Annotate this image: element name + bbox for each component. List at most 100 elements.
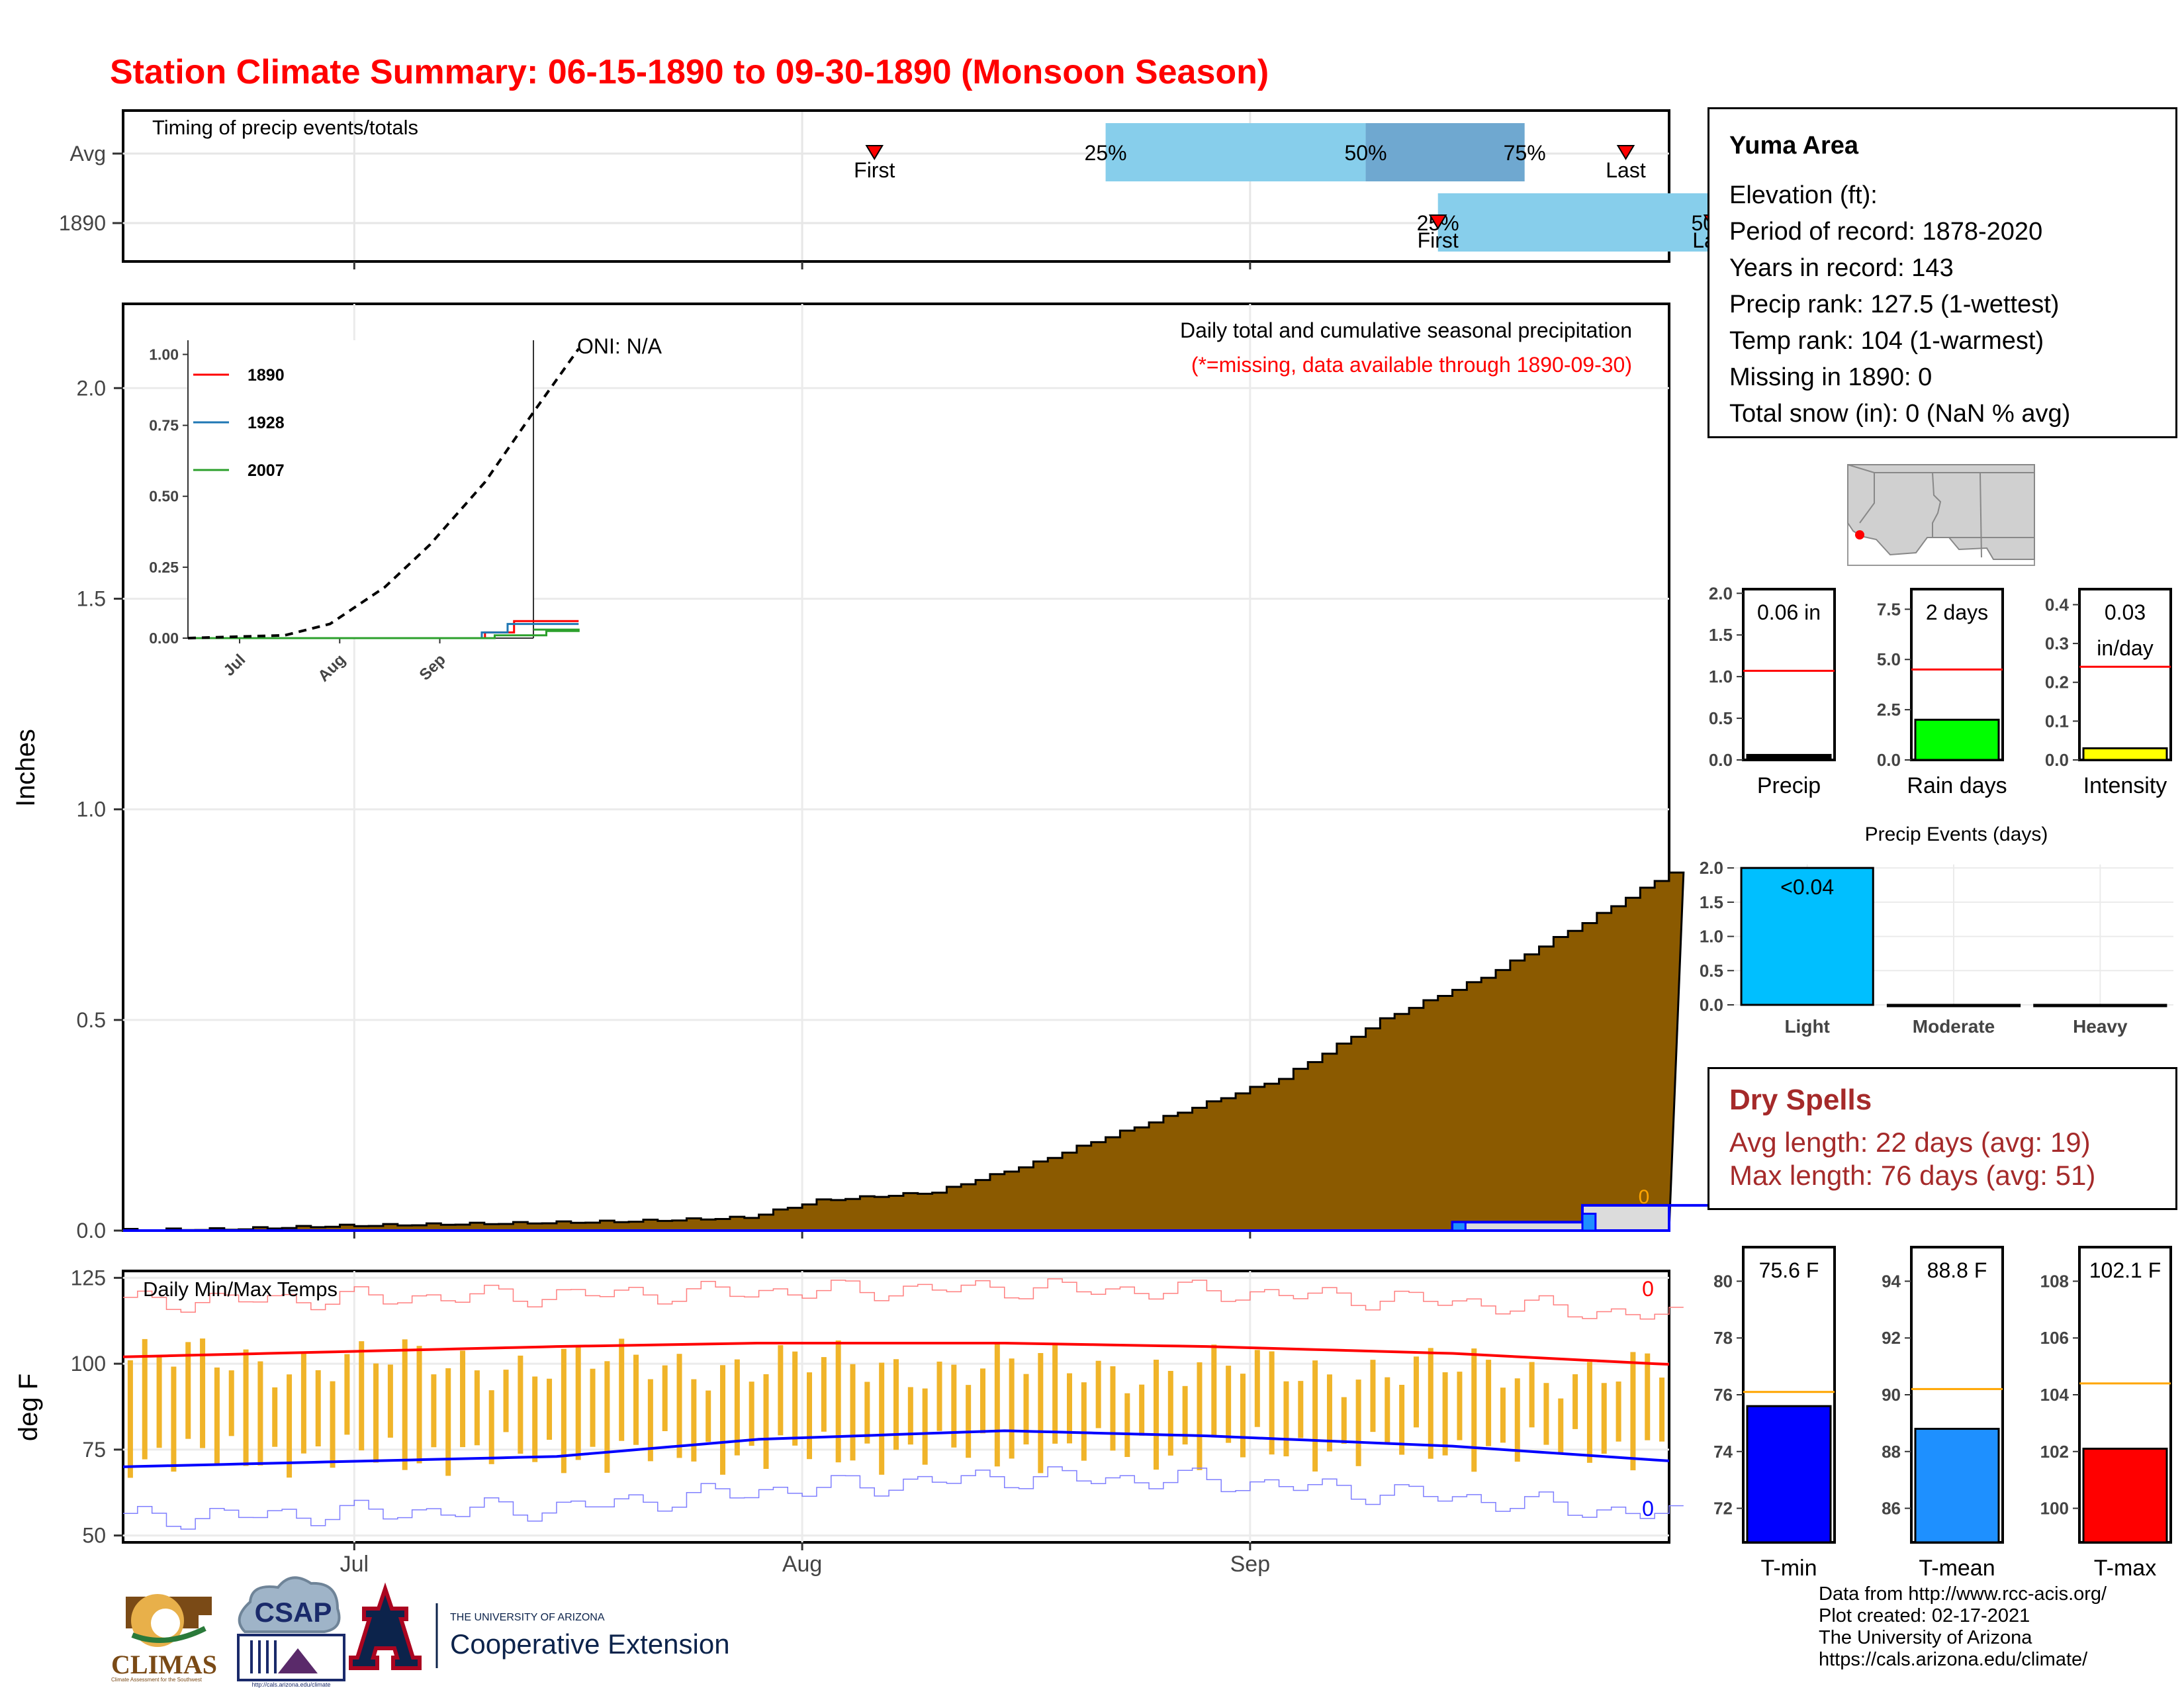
precip-ylabel: Inches (11, 729, 40, 807)
daily-temp-range-bar (1197, 1362, 1203, 1470)
avg-first-label: First (854, 158, 895, 182)
daily-temp-range-bar (142, 1338, 148, 1460)
rain-days-chart: 0.0 2.5 5.0 7.5 2 days Rain days (1877, 588, 2007, 798)
daily-temp-range-bar (474, 1370, 480, 1446)
daily-temp-range-bar (1601, 1383, 1607, 1454)
daily-temp-range-bar (402, 1339, 408, 1470)
daily-temp-range-bar (1442, 1372, 1448, 1456)
precip-panel-subtitle: (*=missing, data available through 1890-… (1191, 353, 1632, 377)
daily-temp-range-bar (1645, 1353, 1651, 1440)
tmax-chart-value-label: 102.1 F (2089, 1258, 2161, 1282)
inset-ytick-label: 0.25 (149, 559, 179, 576)
y1890-q25-q50-bar (1437, 193, 1713, 252)
daily-temp-range-bar (1226, 1366, 1232, 1443)
daily-temp-range-bar (1385, 1377, 1390, 1444)
daily-temp-range-bar (1630, 1352, 1636, 1471)
temp-ylabel: deg F (14, 1374, 43, 1441)
daily-temp-range-bar (1081, 1382, 1087, 1461)
daily-temp-range-bar (1500, 1387, 1506, 1443)
inset-average-line (187, 348, 580, 639)
rain-days-chart-value-label: 2 days (1926, 600, 1988, 624)
daily-temp-range-bar (127, 1360, 133, 1478)
month-axis-label-sep: Sep (1230, 1552, 1271, 1577)
station-period: Period of record: 1878-2020 (1729, 218, 2043, 246)
daily-temp-range-bar (272, 1387, 278, 1447)
credit-university: The University of Arizona (1819, 1627, 2032, 1648)
daily-temp-range-bar (1471, 1348, 1477, 1472)
precip-events-ytick-label: 0.5 (1700, 961, 1723, 980)
precip-total-chart-frame (1742, 588, 1836, 761)
precip-events-bar-moderate (1886, 1004, 2021, 1008)
daily-temp-range-bar (547, 1378, 553, 1440)
tmean-chart-axis-label: T-mean (1919, 1556, 1995, 1581)
dry-spells-box: Dry Spells Avg length: 22 days (avg: 19)… (1707, 1067, 2177, 1210)
daily-temp-range-bar (416, 1346, 422, 1464)
daily-temp-range-bar (460, 1350, 466, 1448)
daily-temp-range-bar (1543, 1383, 1549, 1445)
daily-temp-range-bar (488, 1390, 494, 1464)
daily-temp-range-bar (749, 1382, 754, 1446)
station-temp-rank: Temp rank: 104 (1-warmest) (1729, 327, 2044, 355)
precip-total-chart: 0.0 0.5 1.0 1.5 2.0 0.06 in Precip (1709, 583, 1836, 798)
inset-ytick-label: 0.75 (149, 417, 179, 434)
daily-precip-bar (1581, 1213, 1597, 1232)
avg-q25-q50-bar (1105, 123, 1366, 181)
station-precip-rank: Precip rank: 127.5 (1-wettest) (1729, 291, 2060, 318)
precip-total-chart-ytick-label: 2.0 (1709, 583, 1733, 603)
daily-temp-range-bar (1586, 1362, 1592, 1463)
avg-max-temp-line (122, 1341, 1670, 1366)
tmean-chart-bar (1914, 1427, 2000, 1544)
daily-temp-range-bar (1110, 1366, 1116, 1451)
precip-events-value-label: <0.04 (1780, 875, 1834, 899)
rain-days-chart-axis-label: Rain days (1907, 773, 2007, 798)
inset-ytick-label: 0.00 (149, 630, 179, 647)
precip-events-chart: Precip Events (days) 0.0 0.5 1.0 1.5 2.0 Ligh… (1700, 823, 2173, 1037)
daily-temp-range-bar (1153, 1360, 1159, 1470)
intensity-chart-axis-label: Intensity (2083, 773, 2167, 798)
daily-temp-range-bar (287, 1374, 293, 1478)
inset-ytick-label: 0.50 (149, 488, 179, 505)
precip-zero-label: 0 (1639, 1186, 1650, 1208)
rain-days-chart-bar (1914, 718, 2000, 761)
daily-temp-range-bar (344, 1354, 350, 1435)
daily-temp-range-bar (835, 1340, 841, 1463)
station-name: Yuma Area (1729, 132, 1859, 160)
daily-temp-range-bar (532, 1376, 538, 1462)
daily-temp-range-bar (1298, 1381, 1304, 1438)
precip-total-chart-ytick-label: 1.0 (1709, 667, 1733, 686)
precip-total-chart-value-label: 0.06 in (1757, 600, 1821, 624)
precip-ytick-label: 2.0 (77, 376, 106, 400)
timing-row-1890: 1890 (59, 211, 106, 235)
daily-precip-bar (1451, 1221, 1467, 1232)
daily-temp-range-bar (315, 1370, 321, 1446)
daily-temp-range-bar (705, 1390, 711, 1442)
daily-temp-range-bar (763, 1374, 769, 1470)
tmax-chart-ytick-label: 102 (2040, 1442, 2069, 1462)
precip-events-xlabel: Moderate (1913, 1016, 1995, 1037)
avg-q50-q75-bar (1365, 123, 1525, 181)
daily-temp-range-bar (200, 1338, 206, 1448)
avg-q25-label: 25% (1085, 141, 1127, 165)
daily-temp-range-bar (1182, 1385, 1188, 1445)
intensity-chart-ytick-label: 0.3 (2045, 633, 2069, 653)
tmax-chart-ytick-label: 108 (2040, 1271, 2069, 1291)
avg-cumulative-precip-area (122, 871, 1685, 1232)
daily-temp-range-bar (662, 1365, 668, 1431)
intensity-chart: 0.0 0.1 0.2 0.3 0.4 0.03 in/day Intensity (2045, 588, 2172, 798)
tmean-chart-ytick-label: 94 (1882, 1271, 1901, 1291)
page-title: Station Climate Summary: 06-15-1890 to 0… (110, 53, 1269, 91)
credits: Data from http://www.rcc-acis.org/ Plot … (1819, 1583, 2107, 1671)
daily-temp-range-bar (1572, 1374, 1578, 1429)
daily-temp-range-bar (619, 1338, 625, 1441)
tmean-chart-ytick-label: 92 (1882, 1328, 1901, 1348)
daily-temp-range-bar (431, 1374, 437, 1448)
rain-days-chart-ytick-label: 5.0 (1877, 649, 1901, 669)
daily-temp-range-bar (1486, 1360, 1492, 1446)
precip-events-xlabel: Heavy (2073, 1016, 2128, 1037)
station-missing: Missing in 1890: 0 (1729, 363, 1933, 391)
csap-logo: CSAP http://cals.arizona.edu/climate (237, 1576, 345, 1688)
inset-series-2007 (188, 628, 580, 639)
precip-ytick-label: 1.5 (77, 586, 106, 610)
credit-plot-created: Plot created: 02-17-2021 (1819, 1605, 2030, 1626)
daily-temp-range-bar (1023, 1374, 1029, 1445)
